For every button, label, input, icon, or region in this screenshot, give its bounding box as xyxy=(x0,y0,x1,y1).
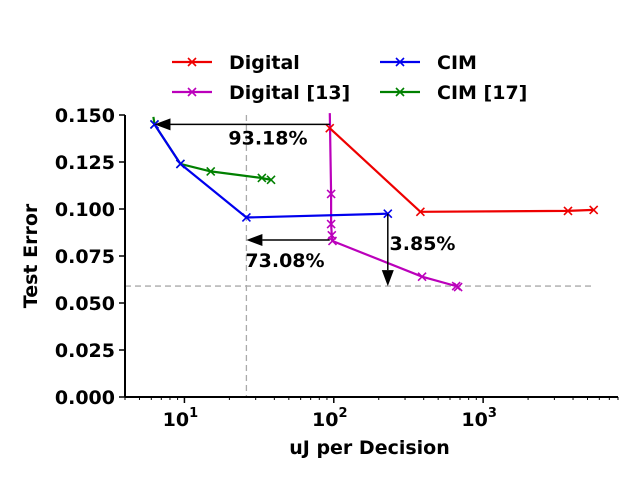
annotation-1: 93.18% xyxy=(154,118,330,150)
data-point-cim-17 xyxy=(266,175,276,185)
reference-lines xyxy=(125,115,595,397)
y-tick-label: 0.025 xyxy=(55,340,115,362)
data-point-cim xyxy=(149,119,160,129)
legend: Digital Digital [13] CIM CIM [17] xyxy=(172,52,527,104)
data-point-cim xyxy=(241,212,251,223)
data-point-digital-13 xyxy=(326,189,336,199)
x-tick-base: 10 xyxy=(312,409,338,431)
annotation-2: 73.08% xyxy=(245,234,330,272)
data-point-digital-13 xyxy=(453,282,463,292)
data-point-digital xyxy=(589,205,599,215)
annotation-arrow-head xyxy=(246,234,263,247)
legend-label: CIM [17] xyxy=(437,82,527,104)
legend-entry-cim-17: CIM [17] xyxy=(380,82,527,104)
legend-entry-digital-13: Digital [13] xyxy=(172,82,350,104)
x-tick-label: 102 xyxy=(312,406,348,431)
data-point-digital xyxy=(415,207,425,217)
annotation-arrow-head xyxy=(381,270,394,287)
x-tick-exponent: 3 xyxy=(488,406,497,421)
y-tick-label: 0.125 xyxy=(55,152,115,174)
y-tick-label: 0.100 xyxy=(55,199,115,221)
series-cim xyxy=(149,119,393,223)
series-digital-13 xyxy=(326,113,463,292)
data-point-digital xyxy=(563,206,573,216)
series-digital xyxy=(325,123,599,217)
legend-entry-digital: Digital xyxy=(172,52,300,74)
data-point-digital xyxy=(325,123,335,133)
annotations-layer: 93.18% 73.08% 3.85% xyxy=(154,118,456,287)
legend-label: CIM xyxy=(437,52,477,74)
y-tick-label: 0.050 xyxy=(55,293,115,315)
data-point-cim-17 xyxy=(206,166,216,176)
annotation-label: 3.85% xyxy=(390,233,456,255)
data-point-digital-13 xyxy=(417,272,427,282)
data-point-digital-13 xyxy=(326,219,336,229)
legend-swatch-marker xyxy=(395,87,405,97)
legend-entry-cim: CIM xyxy=(380,52,477,74)
data-point-digital-13 xyxy=(327,236,338,246)
legend-swatch-marker xyxy=(187,57,197,67)
y-tick-label: 0.075 xyxy=(55,246,115,268)
x-axis-label: uJ per Decision xyxy=(289,437,450,459)
legend-swatch-marker xyxy=(187,87,197,97)
x-tick-exponent: 1 xyxy=(189,406,198,421)
data-point-cim xyxy=(175,159,185,169)
x-tick-base: 10 xyxy=(163,409,189,431)
annotation-label: 93.18% xyxy=(228,128,307,150)
x-tick-exponent: 2 xyxy=(338,406,347,421)
series-line-digital-13 xyxy=(328,113,459,288)
series-line-digital xyxy=(329,127,594,213)
x-tick-label: 103 xyxy=(461,406,497,431)
y-axis-label: Test Error xyxy=(20,203,42,308)
legend-label: Digital [13] xyxy=(229,82,350,104)
y-tick-label: 0.150 xyxy=(55,105,115,127)
y-tick-label: 0.000 xyxy=(55,387,115,409)
x-tick-base: 10 xyxy=(461,409,487,431)
annotation-label: 73.08% xyxy=(245,250,324,272)
annotation-arrow-head xyxy=(154,118,171,131)
series-layer xyxy=(149,113,599,292)
data-point-cim-17 xyxy=(257,173,267,183)
x-tick-label: 101 xyxy=(163,406,199,431)
annotation-3: 3.85% xyxy=(381,213,456,287)
series-line-cim xyxy=(153,123,388,219)
legend-swatch-marker xyxy=(395,57,405,67)
legend-label: Digital xyxy=(229,52,300,74)
